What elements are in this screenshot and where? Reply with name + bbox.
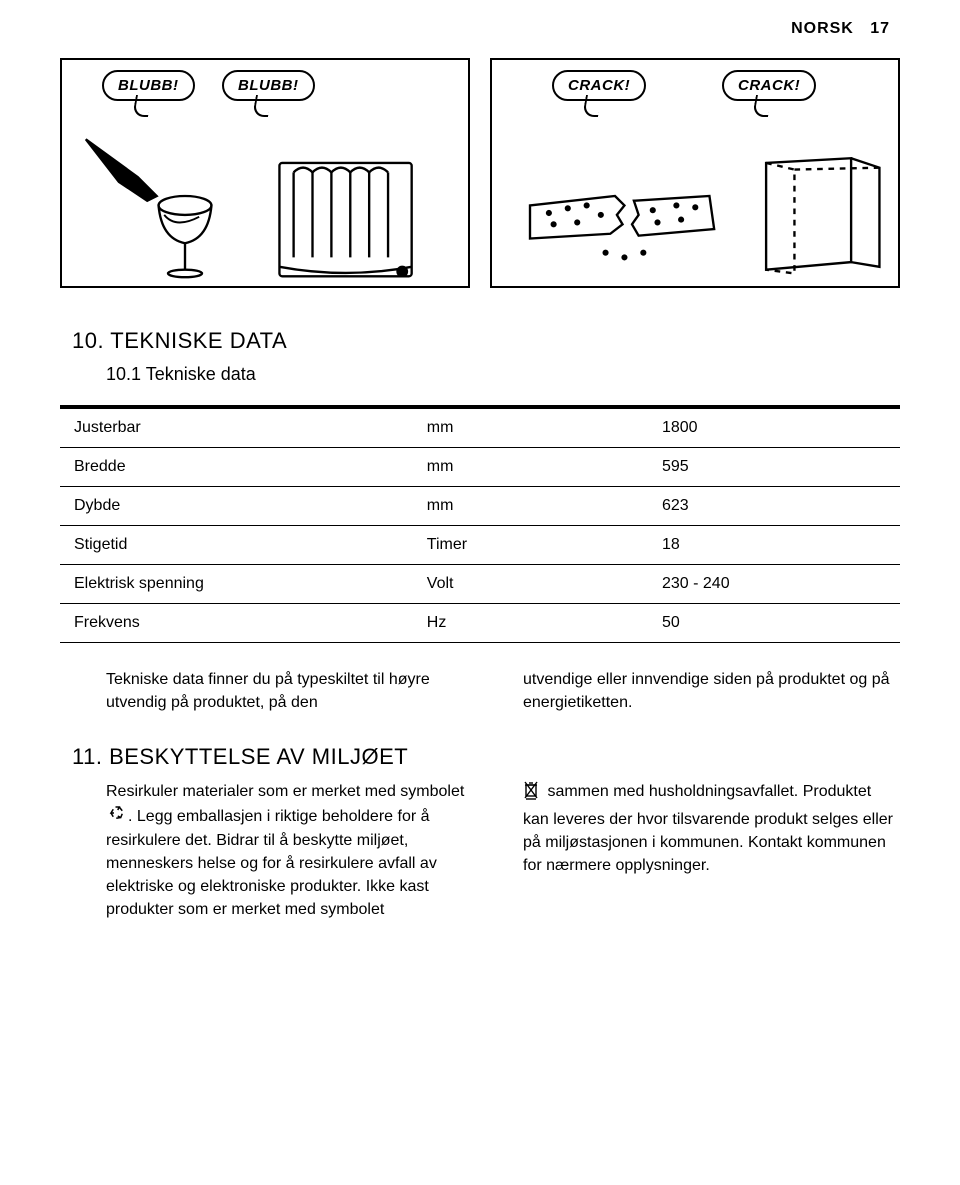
table-cell: Timer [413,526,648,565]
header-bar: NORSK 17 [60,20,900,38]
table-row: Elektrisk spenningVolt230 - 240 [60,565,900,604]
header-lang: NORSK [791,20,854,37]
page-content: NORSK 17 BLUBB! BLUBB! [0,0,960,977]
section-10-title: 10. TEKNISKE DATA [60,328,900,354]
table-cell: Dybde [60,487,413,526]
section-10-para-left: Tekniske data finner du på typeskiltet t… [60,668,483,714]
section-11-paragraph: Resirkuler materialer som er merket med … [60,780,900,921]
speech-bubble-crack-1: CRACK! [552,70,646,101]
table-row: Justerbarmm1800 [60,407,900,448]
speech-bubble-crack-2: CRACK! [722,70,816,101]
table-cell: 1800 [648,407,900,448]
table-cell: mm [413,407,648,448]
recycle-icon [108,804,126,829]
wine-fridge-illustration [67,111,473,281]
section-10-para-right: utvendige eller innvendige siden på prod… [523,668,900,714]
table-cell: 230 - 240 [648,565,900,604]
section-11-right-col: sammen med husholdningsavfallet. Produkt… [523,780,900,921]
technical-data-table: Justerbarmm1800Breddemm595Dybdemm623Stig… [60,405,900,643]
speech-bubble-blubb-2: BLUBB! [222,70,315,101]
section-10-paragraph: Tekniske data finner du på typeskiltet t… [60,668,900,714]
crack-freezer-illustration [497,111,903,281]
illustration-row: BLUBB! BLUBB! [60,58,900,288]
table-row: FrekvensHz50 [60,604,900,643]
table-cell: mm [413,448,648,487]
table-cell: 18 [648,526,900,565]
illustration-panel-2: CRACK! CRACK! [490,58,900,288]
table-row: Breddemm595 [60,448,900,487]
table-cell: Elektrisk spenning [60,565,413,604]
table-cell: 50 [648,604,900,643]
wheelie-bin-icon [523,780,539,807]
speech-bubble-blubb-1: BLUBB! [102,70,195,101]
section-10-subtitle: 10.1 Tekniske data [60,364,900,385]
table-cell: Justerbar [60,407,413,448]
table-cell: 623 [648,487,900,526]
section-11-title: 11. BESKYTTELSE AV MILJØET [60,744,900,770]
table-row: Dybdemm623 [60,487,900,526]
text-span: . Legg emballasjen i riktige beholdere f… [106,807,437,918]
illustration-panel-1: BLUBB! BLUBB! [60,58,470,288]
table-cell: Hz [413,604,648,643]
section-11-left-col: Resirkuler materialer som er merket med … [60,780,483,921]
table-cell: 595 [648,448,900,487]
table-cell: Stigetid [60,526,413,565]
table-cell: Frekvens [60,604,413,643]
table-row: StigetidTimer18 [60,526,900,565]
page-number: 17 [870,20,890,37]
table-cell: Bredde [60,448,413,487]
table-cell: Volt [413,565,648,604]
text-span: sammen med husholdningsavfallet. Produkt… [523,783,893,874]
table-cell: mm [413,487,648,526]
text-span: Resirkuler materialer som er merket med … [106,783,464,800]
